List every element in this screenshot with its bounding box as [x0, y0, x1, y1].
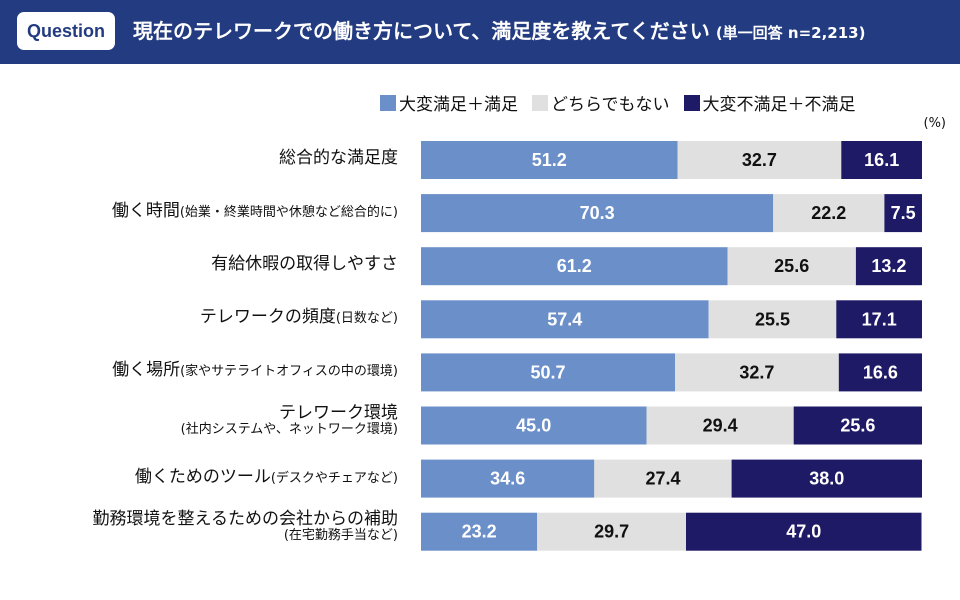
bar-segment-neutral	[646, 406, 794, 445]
data-label-satisfied: 45.0	[516, 416, 551, 436]
category-label-main: テレワーク環境	[279, 402, 398, 423]
bar-segment-satisfied	[421, 247, 728, 286]
data-label-dissatisfied: 47.0	[786, 522, 821, 542]
bar-segment-satisfied	[421, 353, 675, 392]
data-label-neutral: 32.7	[742, 150, 777, 170]
category-label-note: (始業・終業時間や休憩など総合的に)	[179, 205, 398, 221]
bar-segment-satisfied	[421, 459, 595, 498]
data-label-neutral: 25.5	[755, 309, 790, 329]
bar-segment-neutral	[708, 300, 837, 339]
data-label-neutral: 29.4	[703, 416, 738, 436]
bar-segment-dissatisfied	[838, 353, 922, 392]
bar-segment-dissatisfied	[793, 406, 922, 445]
bar-segment-dissatisfied	[686, 512, 922, 551]
category-label: 総合的な満足度	[279, 148, 398, 169]
category-label: 勤務環境を整えるための会社からの補助 (在宅勤務手当など)	[92, 508, 399, 544]
data-label-dissatisfied: 13.2	[871, 256, 906, 276]
category-label: テレワークの頻度(日数など)	[200, 308, 398, 328]
bar-segment-neutral	[537, 512, 686, 551]
category-label-main: 有給休暇の取得しやすさ	[211, 254, 398, 275]
legend-item-satisfied: 大変満足＋満足	[380, 90, 518, 115]
bar-segment-satisfied	[421, 141, 678, 179]
data-label-satisfied: 50.7	[530, 362, 565, 382]
data-label-dissatisfied: 16.1	[864, 150, 899, 170]
bar-segment-dissatisfied	[841, 141, 922, 179]
category-label-main: 働く場所	[112, 360, 181, 381]
question-subtitle: (単一回答 n=2,213)	[715, 24, 866, 42]
data-label-satisfied: 61.2	[557, 256, 592, 276]
legend-label-neutral: どちらでもない	[551, 95, 670, 115]
question-badge: Question	[17, 12, 115, 50]
legend-item-dissatisfied: 大変不満足＋不満足	[683, 90, 856, 115]
data-label-dissatisfied: 16.6	[863, 362, 898, 382]
category-label-sub: (社内システムや、ネットワーク環境)	[180, 422, 398, 438]
legend-label-dissatisfied: 大変不満足＋不満足	[702, 95, 856, 115]
category-label: 働く時間(始業・終業時間や休憩など総合的に)	[111, 201, 398, 222]
bar-segment-neutral	[675, 353, 839, 392]
legend-item-neutral: どちらでもない	[532, 90, 670, 115]
bar-segment-satisfied	[421, 194, 774, 233]
category-label: 有給休暇の取得しやすさ	[211, 254, 398, 275]
data-label-dissatisfied: 38.0	[809, 469, 844, 489]
data-label-neutral: 27.4	[645, 469, 680, 489]
category-label-main: 総合的な満足度	[279, 148, 398, 168]
bar-segment-satisfied	[421, 512, 538, 551]
legend-swatch-dissatisfied	[683, 94, 700, 111]
bar-segment-satisfied	[421, 300, 709, 339]
bar-segment-neutral	[594, 459, 732, 498]
bar-segment-dissatisfied	[884, 194, 922, 233]
data-label-satisfied: 70.3	[580, 203, 615, 223]
bar-segment-satisfied	[421, 406, 647, 445]
legend-swatch-satisfied	[380, 94, 396, 111]
legend-swatch-neutral	[532, 94, 548, 111]
category-label: 働く場所(家やサテライトオフィスの中の環境)	[112, 361, 398, 381]
question-text: 現在のテレワークでの働き方について、満足度を教えてください	[133, 19, 710, 43]
data-label-dissatisfied: 7.5	[891, 203, 916, 223]
question-header: Question 現在のテレワークでの働き方について、満足度を教えてください (単…	[0, 0, 960, 64]
bar-segment-dissatisfied	[836, 300, 922, 339]
unit-label: (%)	[923, 116, 947, 131]
category-label-note: (デスクやチェアなど)	[270, 470, 398, 486]
data-label-dissatisfied: 25.6	[840, 416, 875, 436]
data-label-satisfied: 23.2	[462, 522, 497, 542]
data-label-satisfied: 57.4	[547, 309, 582, 329]
chart-legend: 大変満足＋満足 どちらでもない 大変不満足＋不満足	[380, 90, 856, 115]
category-label-note: (日数など)	[335, 311, 398, 327]
category-label: テレワーク環境 (社内システムや、ネットワーク環境)	[180, 402, 398, 438]
category-label-note: (家やサテライトオフィスの中の環境)	[180, 364, 398, 380]
bar-segment-neutral	[773, 194, 885, 233]
data-label-satisfied: 51.2	[532, 150, 567, 170]
bar-segment-dissatisfied	[731, 459, 922, 498]
data-label-neutral: 32.7	[739, 362, 774, 382]
data-label-neutral: 29.7	[594, 522, 629, 542]
category-label-main: 働くためのツール	[134, 466, 271, 487]
category-label-main: テレワークの頻度	[199, 307, 336, 328]
bar-segment-neutral	[727, 247, 856, 286]
category-label: 働くためのツール(デスクやチェアなど)	[134, 466, 398, 488]
bar-segment-dissatisfied	[855, 247, 922, 286]
data-label-neutral: 25.6	[774, 256, 809, 276]
bar-segment-neutral	[677, 141, 842, 179]
data-label-neutral: 22.2	[811, 203, 846, 223]
question-title: 現在のテレワークでの働き方について、満足度を教えてください (単一回答 n=2,2…	[133, 15, 865, 49]
category-label-main: 勤務環境を整えるための会社からの補助	[92, 508, 399, 529]
legend-label-satisfied: 大変満足＋満足	[399, 95, 518, 115]
category-label-sub: (在宅勤務手当など)	[283, 528, 398, 544]
category-label-main: 働く時間	[111, 201, 180, 222]
data-label-dissatisfied: 17.1	[862, 309, 897, 329]
data-label-satisfied: 34.6	[490, 469, 525, 489]
